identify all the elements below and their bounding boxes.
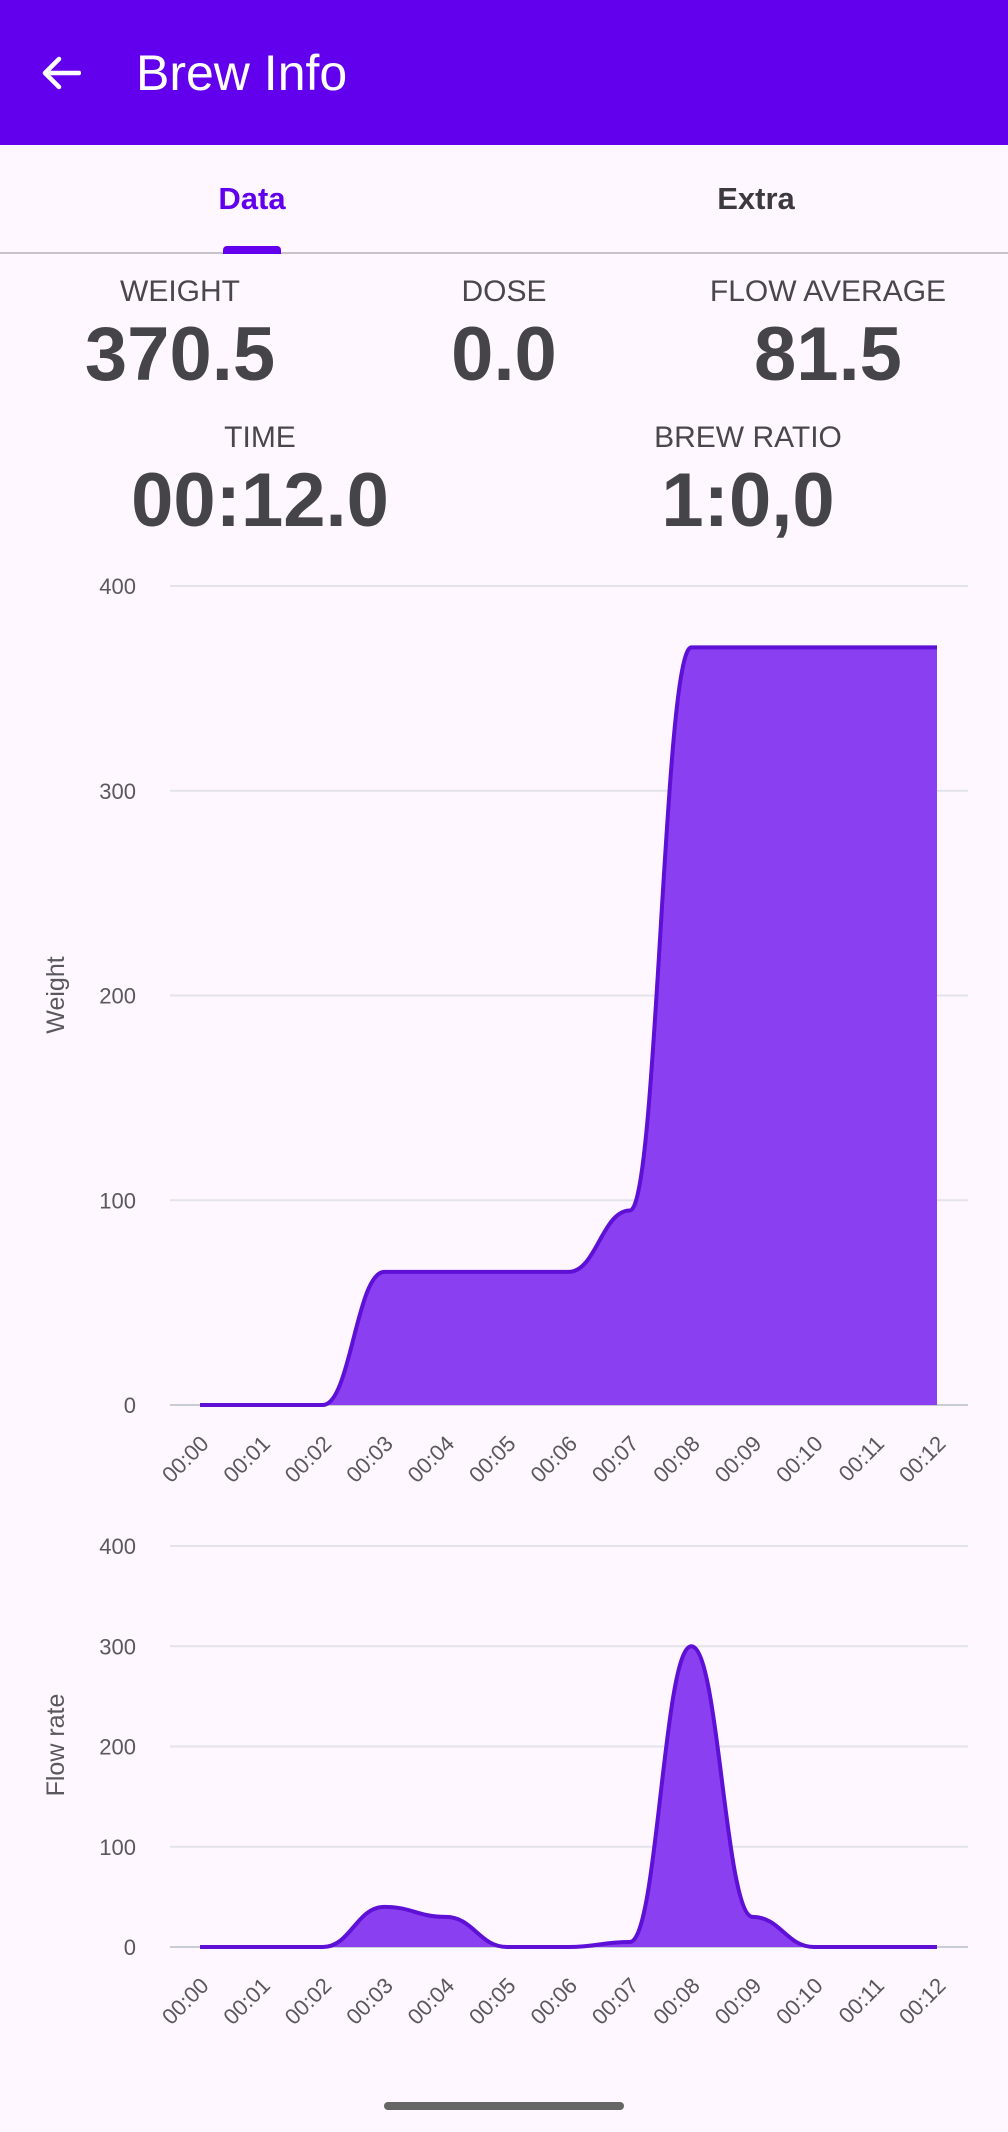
dose-label: DOSE — [461, 275, 547, 308]
x-tick-label: 00:11 — [834, 1973, 889, 2028]
x-tick-label: 00:12 — [894, 1431, 951, 1488]
x-tick-label: 00:11 — [834, 1431, 889, 1486]
y-axis-label: Flow rate — [42, 1694, 70, 1797]
time-value: 00:12.0 — [131, 458, 389, 543]
x-tick-label: 00:08 — [648, 1431, 705, 1488]
x-tick-label: 00:05 — [464, 1431, 521, 1488]
x-tick-label: 00:07 — [587, 1973, 644, 2030]
x-tick-label: 00:08 — [648, 1973, 705, 2030]
y-tick-label: 0 — [124, 1935, 136, 1960]
flow-average-label: FLOW AVERAGE — [709, 275, 947, 308]
x-tick-label: 00:02 — [280, 1431, 337, 1488]
back-button[interactable] — [36, 50, 86, 96]
y-tick-label: 400 — [99, 574, 136, 599]
stat-brew-ratio: BREW RATIO 1:0,0 — [588, 420, 908, 546]
series-line — [199, 645, 937, 1407]
y-tick-label: 100 — [99, 1188, 136, 1213]
y-tick-label: 300 — [99, 1634, 136, 1659]
x-tick-label: 00:09 — [710, 1973, 767, 2030]
weight-label: WEIGHT — [120, 275, 240, 308]
stat-dose: DOSE 0.0 — [364, 274, 644, 400]
y-tick-label: 200 — [99, 984, 136, 1009]
arrow-back-icon — [42, 56, 81, 90]
stat-weight: WEIGHT 370.5 — [40, 274, 320, 400]
x-tick-label: 00:06 — [525, 1973, 582, 2030]
x-tick-label: 00:01 — [218, 1431, 275, 1488]
x-tick-label: 00:10 — [771, 1973, 828, 2030]
y-tick-label: 200 — [99, 1735, 136, 1760]
app-bar: Brew Info — [0, 0, 1008, 145]
y-tick-label: 0 — [124, 1393, 136, 1418]
x-tick-label: 00:04 — [403, 1431, 460, 1488]
x-tick-label: 00:06 — [525, 1431, 582, 1488]
x-tick-label: 00:05 — [464, 1973, 521, 2030]
x-tick-label: 00:03 — [341, 1431, 398, 1488]
x-tick-label: 00:04 — [403, 1973, 460, 2030]
series-area — [200, 647, 937, 1405]
y-tick-label: 300 — [99, 779, 136, 804]
x-tick-label: 00:12 — [894, 1973, 951, 2030]
x-tick-label: 00:02 — [280, 1973, 337, 2030]
active-tab-indicator — [223, 246, 281, 254]
x-tick-label: 00:01 — [218, 1973, 275, 2030]
x-tick-label: 00:07 — [587, 1431, 644, 1488]
series-area — [200, 1646, 937, 1947]
y-tick-label: 400 — [99, 1534, 136, 1559]
tab-data[interactable]: Data — [218, 180, 286, 216]
home-indicator — [384, 2102, 624, 2110]
time-label: TIME — [224, 421, 296, 454]
tab-extra[interactable]: Extra — [717, 180, 795, 216]
y-tick-label: 100 — [99, 1835, 136, 1860]
page-title: Brew Info — [136, 45, 348, 101]
weight-value: 370.5 — [84, 312, 276, 397]
x-tick-label: 00:00 — [157, 1431, 214, 1488]
series-line — [200, 1644, 937, 1949]
x-tick-label: 00:03 — [341, 1973, 398, 2030]
x-tick-label: 00:00 — [157, 1973, 214, 2030]
flow-average-value: 81.5 — [754, 312, 902, 397]
brew-ratio-label: BREW RATIO — [654, 421, 842, 454]
tab-bar: Data Extra — [0, 145, 1008, 254]
x-tick-label: 00:10 — [771, 1431, 828, 1488]
stat-flow-average: FLOW AVERAGE 81.5 — [688, 274, 968, 400]
dose-value: 0.0 — [451, 312, 557, 397]
brew-ratio-value: 1:0,0 — [661, 458, 835, 543]
x-tick-label: 00:09 — [710, 1431, 767, 1488]
stat-time: TIME 00:12.0 — [100, 420, 420, 546]
y-axis-label: Weight — [42, 956, 70, 1033]
